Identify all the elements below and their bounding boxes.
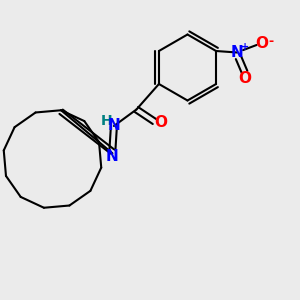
Text: -: - — [268, 35, 273, 48]
Text: O: O — [154, 116, 167, 130]
Text: N: N — [106, 149, 119, 164]
Text: N: N — [231, 45, 244, 60]
Text: N: N — [107, 118, 120, 134]
Text: O: O — [238, 71, 251, 86]
Text: +: + — [242, 42, 250, 52]
Text: H: H — [100, 114, 112, 128]
Text: O: O — [256, 36, 268, 51]
